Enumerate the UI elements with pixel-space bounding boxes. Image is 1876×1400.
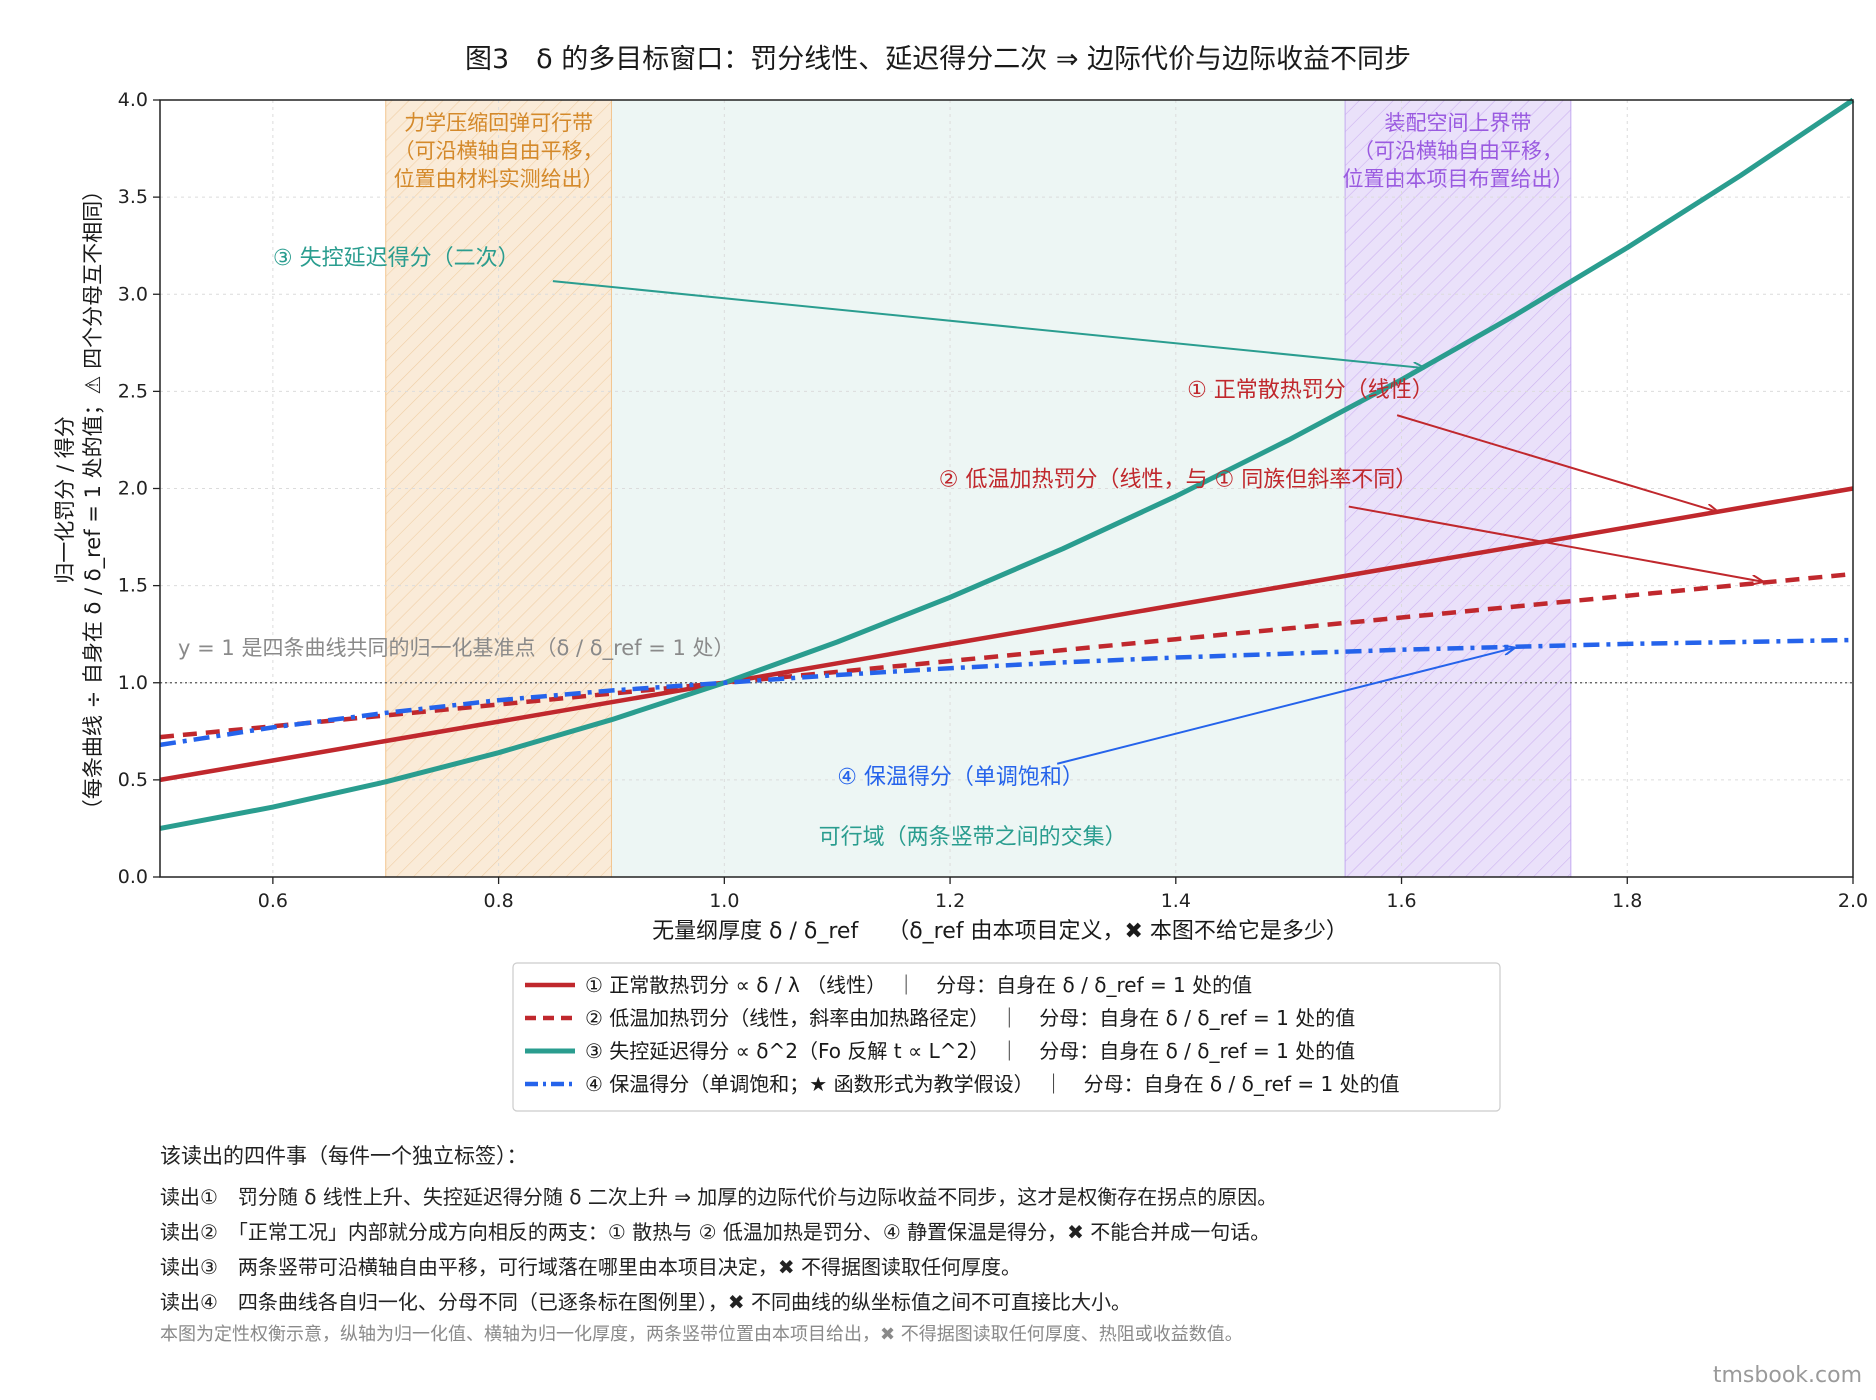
annotation-label-4: ④ 保温得分（单调饱和） — [837, 765, 1084, 790]
legend-label-3: ③ 失控延迟得分 ∝ δ^2（Fo 反解 t ∝ L^2） ｜ 分母：自身在 δ… — [585, 1039, 1355, 1063]
annotation-label-2: ① 正常散热罚分（线性） — [1187, 378, 1434, 403]
y-tick-label: 2.0 — [118, 478, 148, 500]
readouts-section: 该读出的四件事（每件一个独立标签）： 读出① 罚分随 δ 线性上升、失控延迟得分… — [160, 1140, 1800, 1346]
y-tick-label: 0.0 — [118, 866, 148, 888]
series-line-3 — [159, 97, 1855, 831]
footnote: 本图为定性权衡示意，纵轴为归一化值、横轴为归一化厚度，两条竖带位置由本项目给出，… — [160, 1324, 1243, 1345]
y-tick-label: 4.0 — [118, 89, 148, 111]
feasible-region-band — [611, 100, 1346, 877]
watermark: tmsbook.com — [1712, 1363, 1862, 1388]
legend-label-1: ① 正常散热罚分 ∝ δ / λ （线性） ｜ 分母：自身在 δ / δ_ref… — [585, 973, 1252, 997]
x-tick-label: 1.2 — [935, 890, 965, 912]
y-tick-label: 1.0 — [118, 672, 148, 694]
annotation-arrow-1 — [552, 280, 1424, 368]
x-tick-label: 1.6 — [1386, 890, 1416, 912]
reference-line-label: y = 1 是四条曲线共同的归一化基准点（δ / δ_ref = 1 处） — [178, 636, 735, 661]
readout-item-3: 读出③ 两条竖带可沿横轴自由平移，可行域落在哪里由本项目决定，✖ 不得据图读取任… — [160, 1255, 1022, 1279]
plot-area: 力学压缩回弹可行带（可沿横轴自由平移，位置由材料实测给出）装配空间上界带（可沿横… — [118, 89, 1868, 912]
chart-title: 图3 δ 的多目标窗口：罚分线性、延迟得分二次 ⇒ 边际代价与边际收益不同步 — [465, 44, 1411, 75]
x-tick-label: 0.8 — [483, 890, 513, 912]
legend-label-4: ④ 保温得分（单调饱和；★ 函数形式为教学假设） ｜ 分母：自身在 δ / δ_… — [585, 1072, 1400, 1096]
annotation-label-1: ③ 失控延迟得分（二次） — [273, 246, 520, 271]
readout-item-4: 读出④ 四条曲线各自归一化、分母不同（已逐条标在图例里），✖ 不同曲线的纵坐标值… — [160, 1290, 1132, 1314]
readout-item-1: 读出① 罚分随 δ 线性上升、失控延迟得分随 δ 二次上升 ⇒ 加厚的边际代价与… — [160, 1185, 1278, 1209]
series-line-4 — [159, 637, 1854, 748]
legend-box — [512, 962, 1501, 1112]
annotation-arrow-2 — [1396, 414, 1717, 512]
y-tick-label: 3.0 — [118, 283, 148, 305]
x-tick-label: 2.0 — [1838, 890, 1868, 912]
y-tick-label: 3.5 — [118, 186, 148, 208]
x-tick-label: 1.8 — [1612, 890, 1642, 912]
annotation-arrow-3 — [1348, 505, 1763, 582]
readout-item-2: 读出② 「正常工况」内部就分成方向相反的两支：① 散热与 ② 低温加热是罚分、④… — [160, 1220, 1271, 1244]
series-line-2 — [159, 571, 1854, 740]
annotation-arrow-4 — [1056, 648, 1514, 765]
legend: ① 正常散热罚分 ∝ δ / λ （线性） ｜ 分母：自身在 δ / δ_ref… — [512, 962, 1501, 1112]
x-tick-label: 1.4 — [1161, 890, 1191, 912]
x-axis-label: 无量纲厚度 δ / δ_ref （δ_ref 由本项目定义，✖ 本图不给它是多少… — [652, 919, 1348, 944]
x-tick-label: 0.6 — [258, 890, 288, 912]
annotation-label-3: ② 低温加热罚分（线性，与 ① 同族但斜率不同） — [939, 468, 1417, 493]
y-tick-label: 2.5 — [118, 380, 148, 402]
y-tick-label: 0.5 — [118, 769, 148, 791]
band-label-2: 装配空间上界带（可沿横轴自由平移，位置由本项目布置给出） — [1342, 111, 1573, 191]
series-line-1 — [159, 486, 1854, 783]
y-axis-label-line2: （每条曲线 ÷ 自身在 δ / δ_ref = 1 处的值；⚠ 四个分母互不相同… — [81, 180, 106, 820]
x-tick-label: 1.0 — [709, 890, 739, 912]
chart: 图3 δ 的多目标窗口：罚分线性、延迟得分二次 ⇒ 边际代价与边际收益不同步 力… — [53, 44, 1868, 1112]
feasible-region-label: 可行域（两条竖带之间的交集） — [819, 825, 1127, 850]
y-tick-label: 1.5 — [118, 575, 148, 597]
readouts-heading: 该读出的四件事（每件一个独立标签）： — [160, 1144, 528, 1168]
legend-label-2: ② 低温加热罚分（线性，斜率由加热路径定） ｜ 分母：自身在 δ / δ_ref… — [585, 1006, 1355, 1030]
y-axis-label-line1: 归一化罚分 / 得分 — [53, 416, 77, 583]
